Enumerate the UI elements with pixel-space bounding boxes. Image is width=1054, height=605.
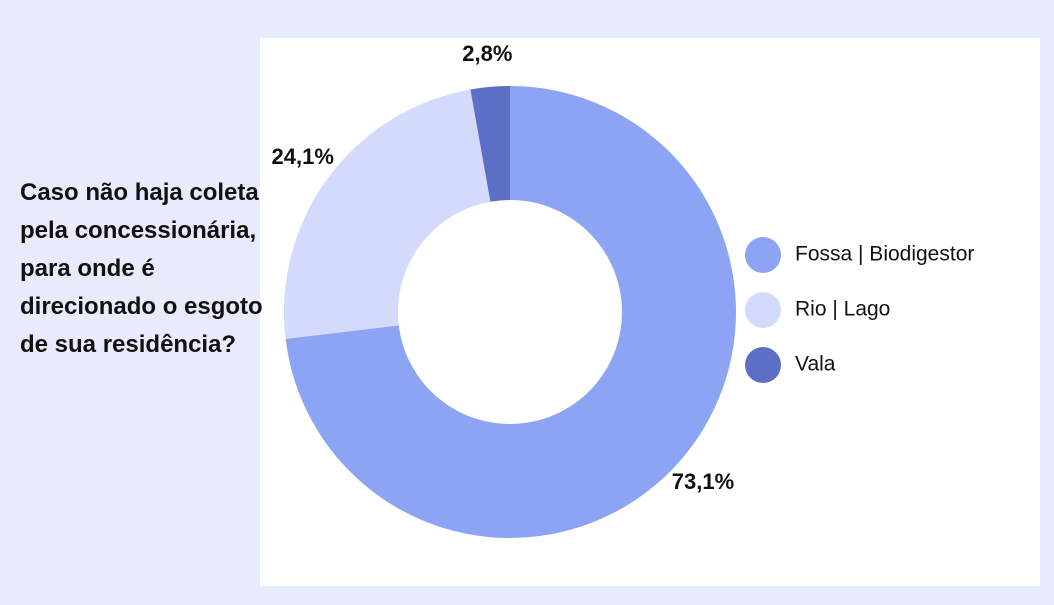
donut-slice bbox=[285, 86, 736, 538]
chart-title: Caso não haja coleta pela concessionária… bbox=[20, 179, 263, 358]
legend-label: Vala bbox=[795, 353, 836, 376]
legend-swatch bbox=[745, 292, 781, 328]
legend-swatch bbox=[745, 347, 781, 383]
legend-swatch bbox=[745, 237, 781, 273]
donut-slice bbox=[284, 89, 491, 339]
data-label: 24,1% bbox=[272, 144, 334, 169]
data-label: 73,1% bbox=[672, 469, 734, 494]
data-label: 2,8% bbox=[462, 41, 512, 66]
legend-label: Rio | Lago bbox=[795, 298, 890, 321]
donut-slice bbox=[470, 86, 510, 202]
legend-label: Fossa | Biodigestor bbox=[795, 243, 974, 266]
